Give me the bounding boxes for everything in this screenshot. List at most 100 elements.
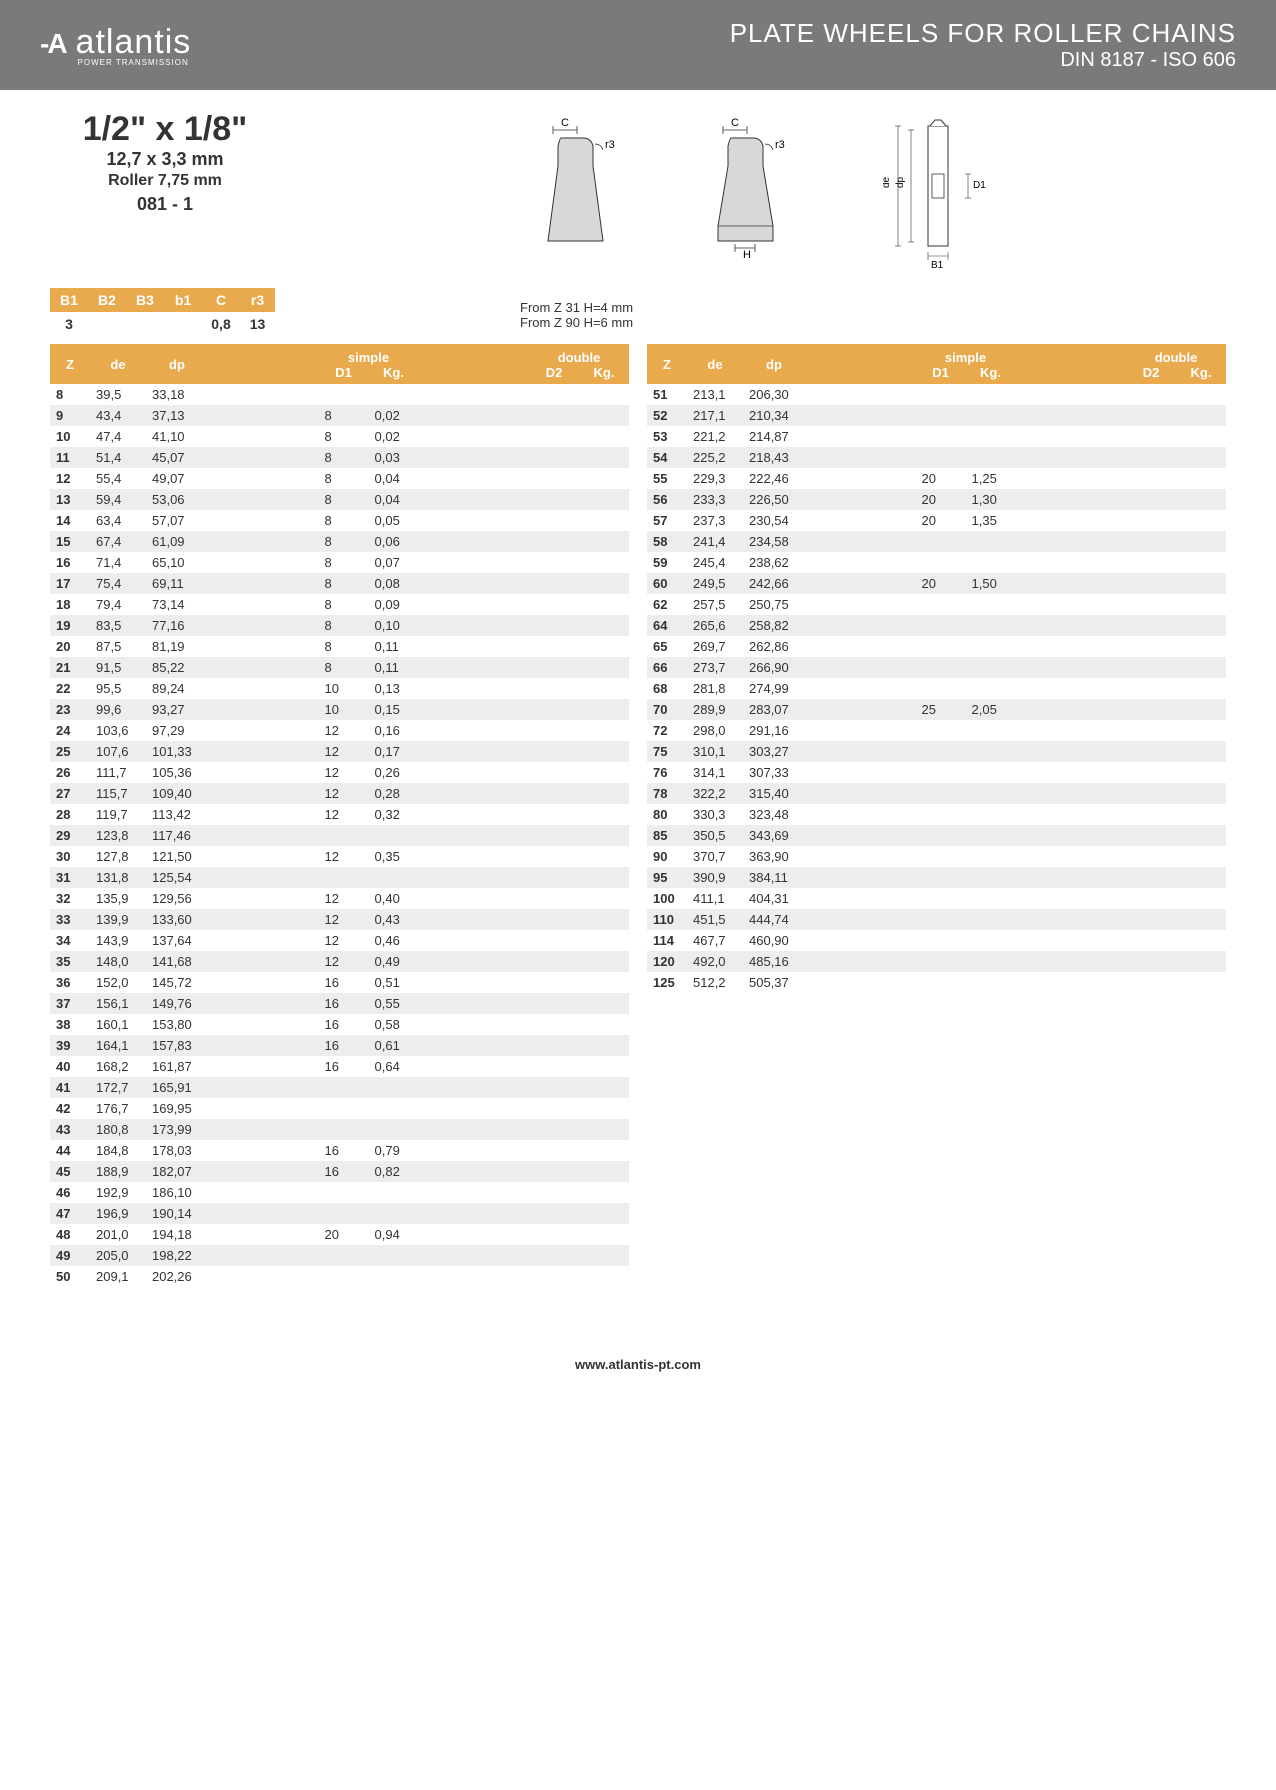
- th-kg-r: Kg.: [966, 365, 1016, 380]
- table-row: 1047,441,1080,02: [50, 426, 629, 447]
- header-title: PLATE WHEELS FOR ROLLER CHAINS DIN 8187 …: [730, 18, 1236, 72]
- table-row: 43180,8173,99: [50, 1119, 629, 1140]
- table-row: 1463,457,0780,05: [50, 510, 629, 531]
- table-row: 64265,6258,82: [647, 615, 1226, 636]
- spec-code: 081 - 1: [50, 194, 280, 215]
- table-row: 839,533,18: [50, 384, 629, 405]
- table-row: 55229,3222,46201,25: [647, 468, 1226, 489]
- svg-text:dp: dp: [895, 176, 906, 188]
- table-row: 85350,5343,69: [647, 825, 1226, 846]
- th-d1-r: D1: [916, 365, 966, 380]
- logo-icon: -A: [40, 28, 66, 60]
- table-row: 2399,693,27100,15: [50, 699, 629, 720]
- table-row: 2295,589,24100,13: [50, 678, 629, 699]
- svg-text:de: de: [883, 176, 892, 188]
- table-row: 24103,697,29120,16: [50, 720, 629, 741]
- table-row: 36152,0145,72160,51: [50, 972, 629, 993]
- table-row: 1879,473,1480,09: [50, 594, 629, 615]
- table-row: 78322,2315,40: [647, 783, 1226, 804]
- table-row: 33139,9133,60120,43: [50, 909, 629, 930]
- table-row: 25107,6101,33120,17: [50, 741, 629, 762]
- table-row: 50209,1202,26: [50, 1266, 629, 1287]
- diagram-tooth-2: C r3 H: [713, 116, 803, 266]
- table-row: 2087,581,1980,11: [50, 636, 629, 657]
- table-row: 59245,4238,62: [647, 552, 1226, 573]
- table-row: 110451,5444,74: [647, 909, 1226, 930]
- table-row: 70289,9283,07252,05: [647, 699, 1226, 720]
- th-simple: simple: [319, 348, 419, 365]
- logo-text: atlantis: [76, 23, 192, 62]
- th-double: double: [529, 348, 629, 365]
- table-row: 90370,7363,90: [647, 846, 1226, 867]
- table-row: 45188,9182,07160,82: [50, 1161, 629, 1182]
- svg-text:H: H: [743, 249, 751, 261]
- table-row: 1775,469,1180,08: [50, 573, 629, 594]
- table-row: 57237,3230,54201,35: [647, 510, 1226, 531]
- th-d2: D2: [529, 365, 579, 380]
- table-row: 1151,445,0780,03: [50, 447, 629, 468]
- table-row: 76314,1307,33: [647, 762, 1226, 783]
- note-1: From Z 31 H=4 mm: [520, 300, 1226, 315]
- table-row: 75310,1303,27: [647, 741, 1226, 762]
- header-bar: -A atlantis POWER TRANSMISSION PLATE WHE…: [0, 0, 1276, 90]
- small-header-c: C: [202, 288, 240, 312]
- small-header-b1l: b1: [164, 288, 202, 312]
- table-row: 80330,3323,48: [647, 804, 1226, 825]
- spec-roller: Roller 7,75 mm: [50, 172, 280, 190]
- logo-subtitle: POWER TRANSMISSION: [78, 58, 192, 67]
- table-row: 29123,8117,46: [50, 825, 629, 846]
- diagram-side: de dp D1 B1: [883, 116, 1003, 276]
- th-de-r: de: [687, 344, 743, 384]
- spec-mm: 12,7 x 3,3 mm: [50, 149, 280, 170]
- table-row: 1359,453,0680,04: [50, 489, 629, 510]
- table-row: 95390,9384,11: [647, 867, 1226, 888]
- table-row: 53221,2214,87: [647, 426, 1226, 447]
- th-kg: Kg.: [369, 365, 419, 380]
- table-row: 44184,8178,03160,79: [50, 1140, 629, 1161]
- svg-text:C: C: [561, 117, 569, 129]
- small-header-b3: B3: [126, 288, 164, 312]
- table-row: 26111,7105,36120,26: [50, 762, 629, 783]
- notes-block: From Z 31 H=4 mm From Z 90 H=6 mm: [520, 300, 1226, 330]
- diagram-tooth-1: C r3: [543, 116, 633, 246]
- th-d2-r: D2: [1126, 365, 1176, 380]
- table-row: 100411,1404,31: [647, 888, 1226, 909]
- logo: -A atlantis POWER TRANSMISSION: [40, 23, 191, 67]
- spec-box: 1/2" x 1/8" 12,7 x 3,3 mm Roller 7,75 mm…: [50, 110, 280, 215]
- small-val-r3: 13: [240, 312, 275, 336]
- table-left: Z de dp simple D1 Kg. double D2 Kg.: [50, 344, 629, 1287]
- title-line1: PLATE WHEELS FOR ROLLER CHAINS: [730, 18, 1236, 49]
- table-row: 58241,4234,58: [647, 531, 1226, 552]
- table-row: 65269,7262,86: [647, 636, 1226, 657]
- th-d1: D1: [319, 365, 369, 380]
- table-row: 47196,9190,14: [50, 1203, 629, 1224]
- small-header-b1: B1: [50, 288, 88, 312]
- table-row: 68281,8274,99: [647, 678, 1226, 699]
- small-val-b1l: [164, 312, 202, 336]
- table-row: 1567,461,0980,06: [50, 531, 629, 552]
- footer-url: www.atlantis-pt.com: [0, 1357, 1276, 1402]
- note-2: From Z 90 H=6 mm: [520, 315, 1226, 330]
- table-row: 66273,7266,90: [647, 657, 1226, 678]
- table-right: Z de dp simple D1 Kg. double D2 Kg.: [647, 344, 1226, 1287]
- th-dp: dp: [146, 344, 208, 384]
- table-row: 114467,7460,90: [647, 930, 1226, 951]
- small-header-b2: B2: [88, 288, 126, 312]
- table-row: 32135,9129,56120,40: [50, 888, 629, 909]
- table-row: 2191,585,2280,11: [50, 657, 629, 678]
- table-row: 40168,2161,87160,64: [50, 1056, 629, 1077]
- title-line2: DIN 8187 - ISO 606: [730, 49, 1236, 72]
- table-row: 30127,8121,50120,35: [50, 846, 629, 867]
- table-row: 39164,1157,83160,61: [50, 1035, 629, 1056]
- small-header-r3: r3: [240, 288, 275, 312]
- table-row: 34143,9137,64120,46: [50, 930, 629, 951]
- th-z: Z: [50, 344, 90, 384]
- svg-text:C: C: [731, 117, 739, 129]
- th-kg2-r: Kg.: [1176, 365, 1226, 380]
- small-val-b2: [88, 312, 126, 336]
- table-row: 42176,7169,95: [50, 1098, 629, 1119]
- small-val-c: 0,8: [202, 312, 240, 336]
- table-row: 125512,2505,37: [647, 972, 1226, 993]
- table-row: 35148,0141,68120,49: [50, 951, 629, 972]
- table-row: 49205,0198,22: [50, 1245, 629, 1266]
